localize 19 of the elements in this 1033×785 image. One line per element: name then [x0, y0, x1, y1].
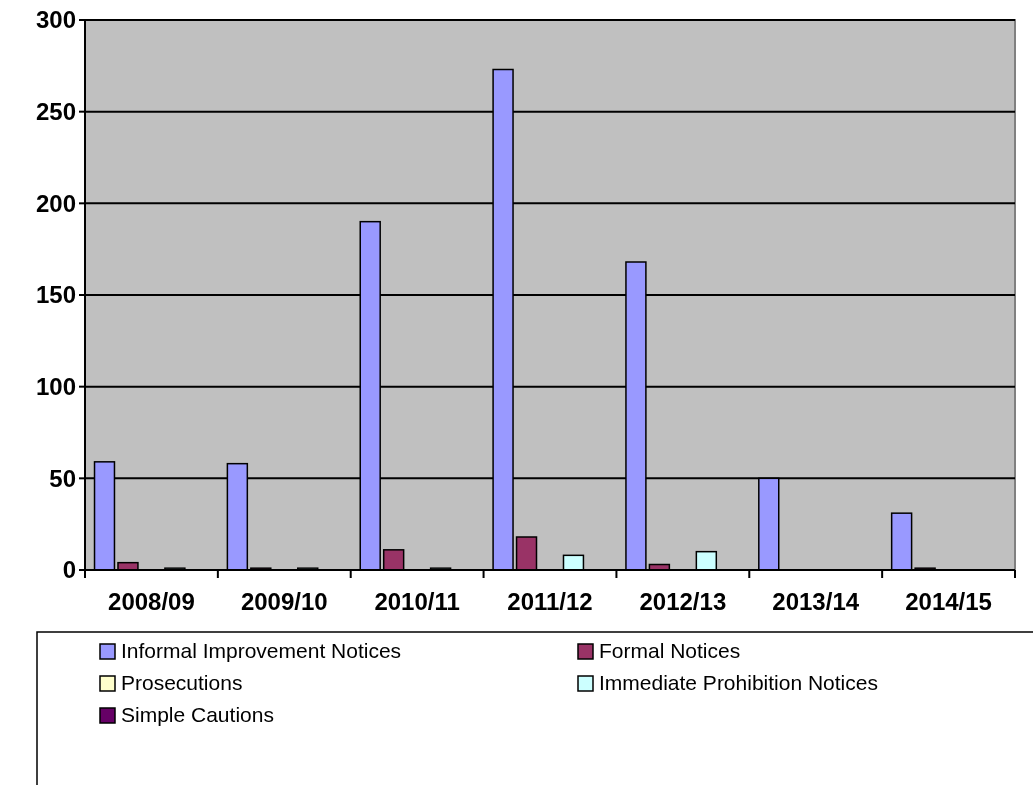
x-tick-label: 2008/09 [108, 588, 195, 615]
y-tick-label: 150 [35, 281, 76, 309]
x-tick-label: 2013/14 [772, 588, 860, 615]
y-tick-label: 100 [35, 373, 76, 401]
x-tick-label: 2011/12 [507, 588, 593, 615]
legend-label: Simple Cautions [121, 703, 274, 727]
legend-label: Formal Notices [599, 639, 741, 663]
x-tick-label: 2010/11 [374, 588, 460, 615]
legend-label: Prosecutions [121, 671, 243, 695]
legend-label: Immediate Prohibition Notices [599, 671, 878, 695]
y-tick-label: 50 [49, 464, 76, 492]
x-tick-label: 2009/10 [240, 588, 328, 615]
x-tick-label: 2012/13 [639, 588, 727, 615]
x-tick-label: 2014/15 [905, 588, 992, 615]
y-tick-label: 250 [35, 98, 76, 126]
legend-label: Informal Improvement Notices [121, 639, 402, 663]
y-tick-label: 300 [35, 6, 76, 34]
y-tick-label: 200 [35, 189, 76, 217]
y-tick-label: 0 [62, 556, 76, 584]
